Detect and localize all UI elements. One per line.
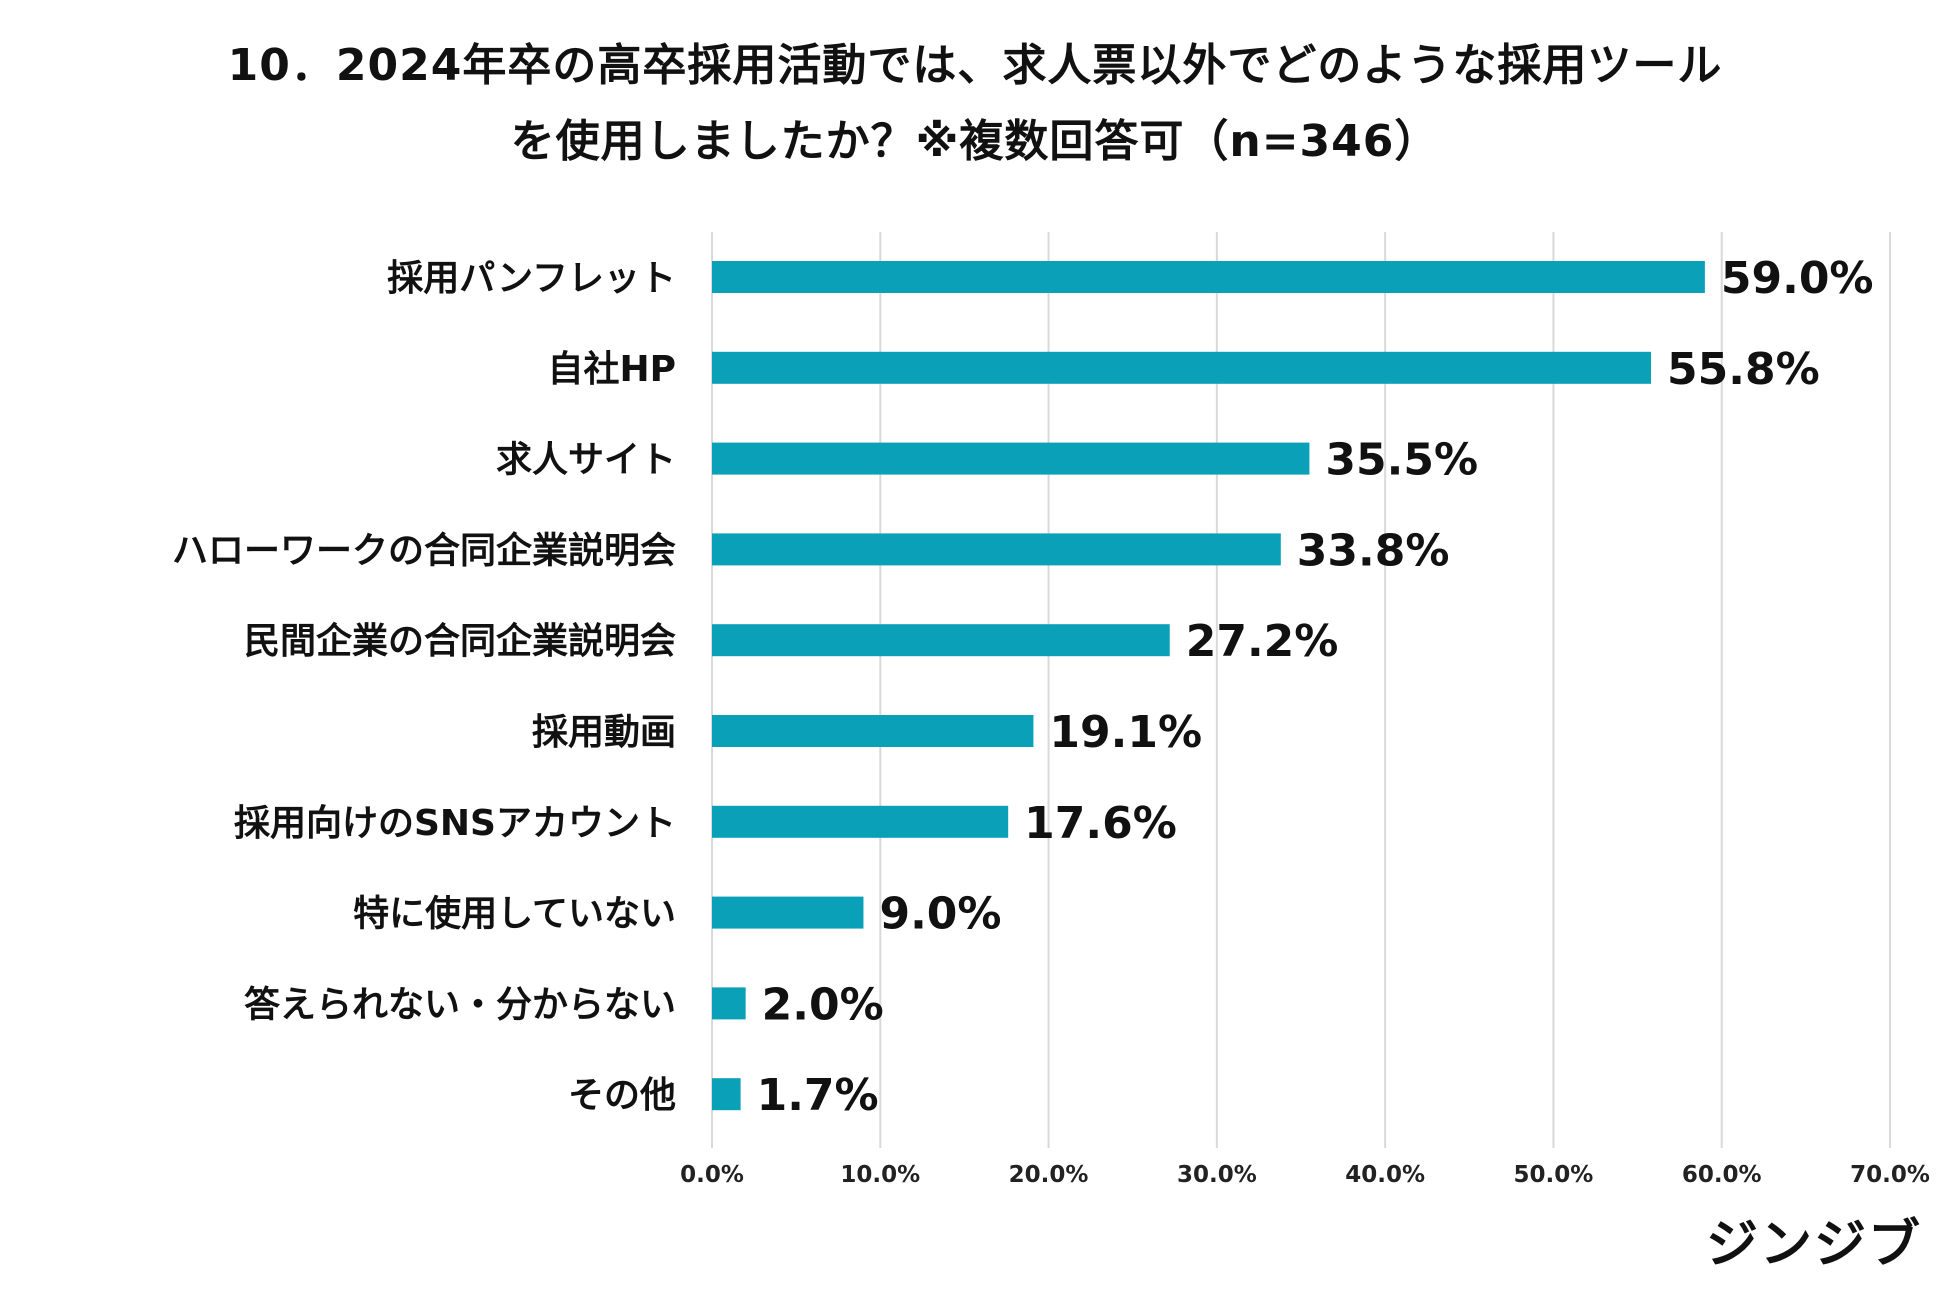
category-label-1: 自社HP [547,349,676,390]
category-label-4: 民間企業の合同企業説明会 [244,620,676,662]
value-label-6: 17.6% [1024,798,1177,849]
x-tick-label-2: 20.0% [1009,1162,1089,1188]
labels: 0.0% 10.0% 20.0% 30.0% 40.0% 50.0% 60.0% 70.0% 採… [172,253,1930,1188]
category-label-9: その他 [568,1075,676,1116]
chart-title-line-2: を使用しましたか？※複数回答可（n=346） [510,116,1440,167]
chart-title-line-1: 10．2024年卒の高卒採用活動では、求人票以外でどのような採用ツール [227,40,1723,91]
bar-5 [712,715,1034,747]
category-label-3: ハローワークの合同企業説明会 [172,529,676,571]
category-label-2: 求人サイト [496,440,676,481]
bar-3 [712,533,1281,566]
value-label-1: 55.8% [1667,344,1820,395]
bars [712,261,1705,1111]
brand-logo: ジンジブ [1705,1215,1922,1275]
x-tick-label-1: 10.0% [840,1162,920,1188]
x-tick-label-4: 40.0% [1345,1162,1425,1188]
value-label-2: 35.5% [1325,435,1478,486]
grid-lines [711,232,1891,1148]
value-label-0: 59.0% [1721,253,1874,304]
value-label-4: 27.2% [1186,616,1339,667]
category-label-7: 特に使用していない [353,894,676,935]
bar-7 [712,896,864,929]
bar-4 [712,624,1170,657]
x-tick-label-5: 50.0% [1514,1162,1594,1188]
value-label-7: 9.0% [879,889,1001,940]
chart-title: 10．2024年卒の高卒採用活動では、求人票以外でどのような採用ツール を使用し… [0,28,1950,180]
bar-2 [712,442,1310,475]
value-label-3: 33.8% [1297,525,1450,576]
bar-0 [712,261,1705,293]
x-tick-label-7: 70.0% [1850,1162,1930,1188]
value-label-9: 1.7% [757,1070,879,1121]
x-tick-label-6: 60.0% [1682,1162,1762,1188]
category-label-5: 採用動画 [532,712,676,753]
x-tick-label-0: 0.0% [680,1162,744,1188]
bar-9 [712,1078,741,1111]
value-label-5: 19.1% [1049,707,1202,758]
category-label-8: 答えられない・分からない [244,984,676,1025]
category-label-6: 採用向けのSNSアカウント [234,803,676,844]
bar-8 [712,987,746,1020]
category-label-0: 採用パンフレット [387,258,676,299]
x-tick-label-3: 30.0% [1177,1162,1257,1188]
bar-6 [712,805,1009,838]
value-label-8: 2.0% [762,979,884,1030]
bar-1 [712,351,1652,384]
